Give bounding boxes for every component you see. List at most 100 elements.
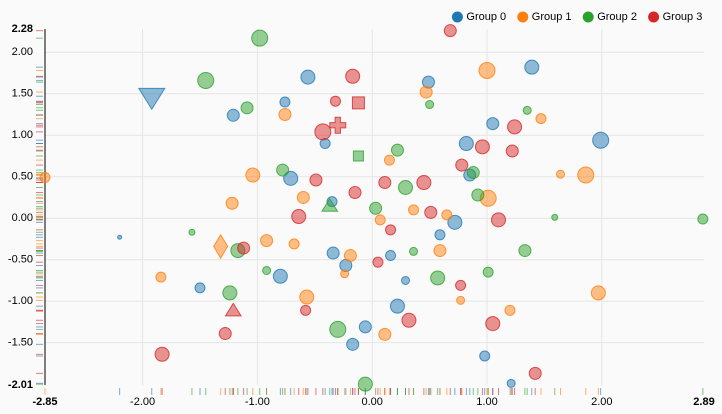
point xyxy=(590,285,606,301)
point xyxy=(378,176,392,190)
x-tick-label: 0.00 xyxy=(361,396,382,408)
point xyxy=(262,265,272,275)
legend-label[interactable]: Group 1 xyxy=(532,11,572,23)
legend-symbol[interactable] xyxy=(648,11,660,23)
point xyxy=(385,250,397,262)
point xyxy=(490,212,506,228)
point xyxy=(197,71,215,89)
point xyxy=(455,279,467,291)
legend-label[interactable]: Group 2 xyxy=(597,11,637,23)
point xyxy=(505,144,519,158)
y-tick-label: -0.50 xyxy=(8,254,33,266)
point xyxy=(272,268,288,284)
point xyxy=(351,96,365,110)
x-tick-label: -1.00 xyxy=(245,396,270,408)
point xyxy=(154,346,170,362)
point xyxy=(456,295,466,305)
point xyxy=(551,213,559,221)
point xyxy=(424,205,438,219)
point xyxy=(434,229,446,241)
point xyxy=(506,378,516,388)
point xyxy=(518,244,532,258)
point xyxy=(478,61,496,79)
point xyxy=(326,246,340,260)
point xyxy=(409,246,419,256)
point xyxy=(369,201,383,215)
point xyxy=(299,289,315,305)
point xyxy=(408,204,420,216)
y-tick-label: 2.00 xyxy=(12,46,33,58)
point xyxy=(222,285,238,301)
point xyxy=(486,117,500,131)
point xyxy=(346,337,360,351)
point xyxy=(279,96,291,108)
point xyxy=(535,113,547,125)
point xyxy=(291,209,307,225)
point xyxy=(329,95,341,107)
point xyxy=(194,282,206,294)
point xyxy=(296,190,310,204)
point xyxy=(474,139,490,155)
point xyxy=(117,234,123,240)
point xyxy=(251,29,269,47)
point xyxy=(458,136,474,152)
point xyxy=(507,119,523,135)
point xyxy=(224,302,242,317)
point xyxy=(300,69,316,85)
point xyxy=(697,213,709,225)
point xyxy=(401,312,417,328)
point xyxy=(340,269,350,279)
point xyxy=(447,214,463,230)
point xyxy=(433,244,447,258)
point xyxy=(528,366,542,380)
x-tick-label: 2.00 xyxy=(591,396,612,408)
point xyxy=(430,270,446,286)
point xyxy=(378,327,392,341)
point xyxy=(466,166,480,180)
point xyxy=(389,298,405,314)
point xyxy=(245,167,261,183)
point xyxy=(358,320,372,334)
point xyxy=(329,116,347,134)
legend-symbol[interactable] xyxy=(451,11,463,23)
point xyxy=(345,68,361,84)
y-tick-label: 0.00 xyxy=(12,212,33,224)
point xyxy=(577,166,595,184)
point xyxy=(419,85,433,99)
point xyxy=(218,327,232,341)
point xyxy=(288,238,300,250)
legend-label[interactable]: Group 3 xyxy=(663,11,703,23)
y-limit-label: 2.28 xyxy=(12,23,33,35)
point xyxy=(213,233,229,260)
legend-symbol[interactable] xyxy=(517,11,529,23)
point xyxy=(237,241,251,255)
x-limit-label: 2.89 xyxy=(693,396,714,408)
point xyxy=(343,249,357,263)
point xyxy=(276,163,290,177)
point xyxy=(300,304,312,316)
y-tick-label: 1.50 xyxy=(12,88,33,100)
point xyxy=(226,108,240,122)
x-tick-label: 1.00 xyxy=(476,396,497,408)
point xyxy=(240,101,254,115)
point xyxy=(390,143,404,157)
legend-label[interactable]: Group 0 xyxy=(466,11,506,23)
y-limit-label: -2.01 xyxy=(8,379,33,391)
legend-symbol[interactable] xyxy=(582,11,594,23)
x-tick-label: -2.00 xyxy=(130,396,155,408)
point xyxy=(137,87,166,111)
point xyxy=(397,179,413,195)
point xyxy=(372,256,384,268)
point xyxy=(485,316,501,332)
point xyxy=(479,350,491,362)
y-tick-label: -1.50 xyxy=(8,337,33,349)
point xyxy=(441,209,453,221)
point xyxy=(471,188,485,202)
point xyxy=(348,185,362,199)
point xyxy=(283,170,299,186)
point xyxy=(455,158,469,172)
point xyxy=(374,214,386,226)
y-tick-label: 0.50 xyxy=(12,171,33,183)
point xyxy=(555,169,565,179)
